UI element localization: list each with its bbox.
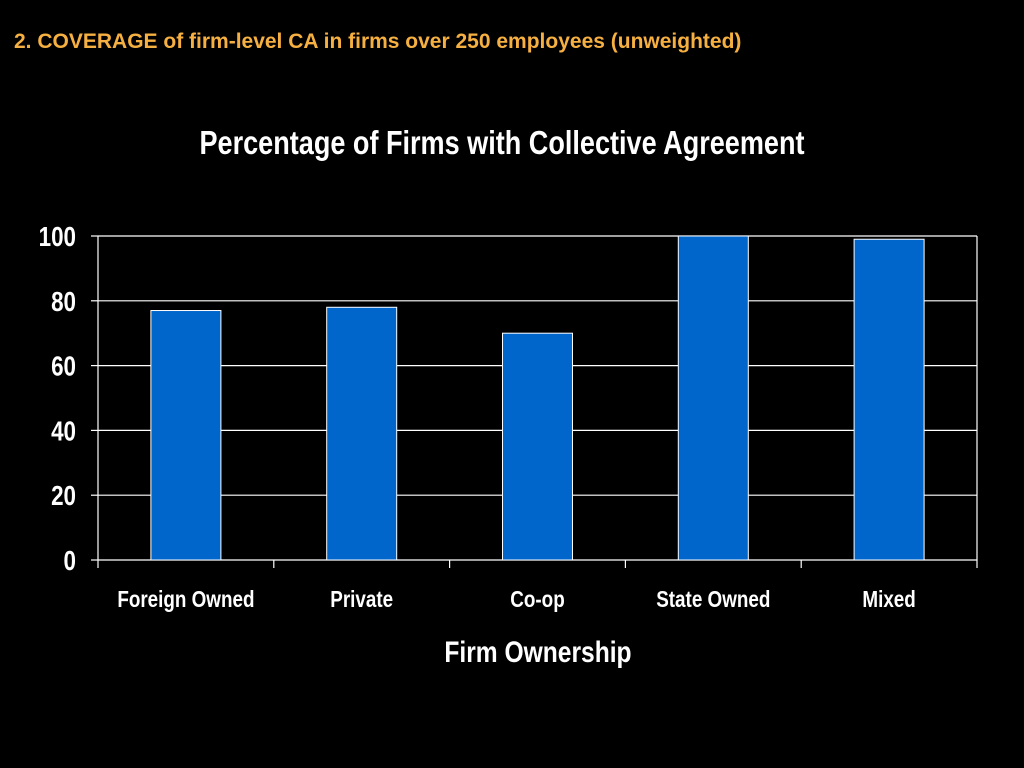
bar-foreign-owned <box>150 310 222 561</box>
bar-state-owned <box>677 235 749 561</box>
x-tick-label: Mixed <box>862 587 915 612</box>
bar-private <box>326 306 398 561</box>
y-tick-label: 100 <box>39 222 76 253</box>
chart-title: Percentage of Firms with Collective Agre… <box>199 124 805 161</box>
y-tick-label: 0 <box>64 546 76 577</box>
bars <box>150 235 925 561</box>
x-axis-title: Firm Ownership <box>444 635 631 669</box>
x-tick-labels: Foreign Owned Private Co-op State Owned Mixe… <box>117 587 915 612</box>
y-tick-label: 80 <box>51 287 76 318</box>
x-tick-label: State Owned <box>656 587 770 612</box>
slide-heading: 2. COVERAGE of firm-level CA in firms ov… <box>14 30 742 53</box>
x-tick-label: Private <box>330 587 393 612</box>
bar-mixed <box>853 238 925 561</box>
y-tick-labels: 0 20 40 60 80 100 <box>39 222 76 577</box>
y-tick-label: 60 <box>51 351 76 382</box>
x-tick-label: Co-op <box>510 587 564 612</box>
y-tick-label: 20 <box>51 481 76 512</box>
y-tick-label: 40 <box>51 416 76 447</box>
bar-co-op <box>502 332 573 561</box>
x-tick-label: Foreign Owned <box>117 587 254 612</box>
